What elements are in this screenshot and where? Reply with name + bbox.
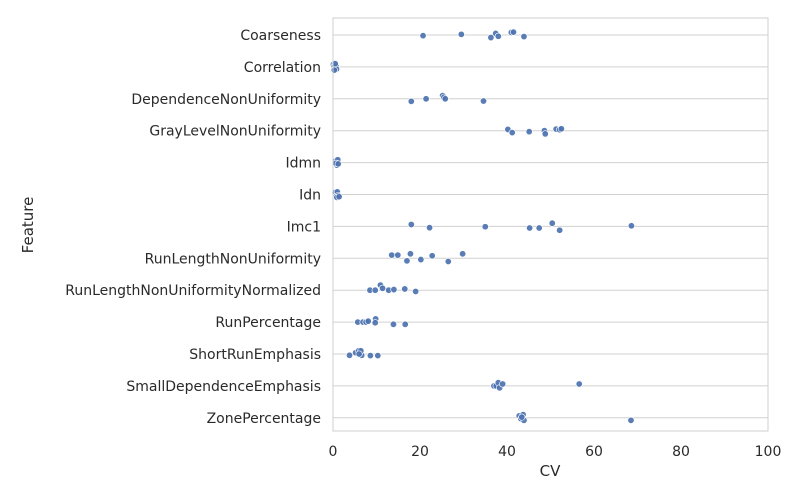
x-tick-labels: 0 20 40 60 80 100 bbox=[329, 444, 782, 460]
y-tick-label-run-percentage: RunPercentage bbox=[215, 315, 321, 331]
point-short-run-emphasis-7 bbox=[355, 350, 363, 358]
point-run-length-non-uniformity-normalized-7 bbox=[412, 287, 420, 295]
point-short-run-emphasis-6 bbox=[374, 352, 382, 360]
y-axis-title: Feature bbox=[19, 197, 37, 254]
point-run-percentage-5 bbox=[371, 319, 379, 327]
y-tick-label-run-length-non-uniformity: RunLengthNonUniformity bbox=[145, 251, 321, 267]
point-coarseness-2 bbox=[487, 34, 495, 42]
point-run-length-non-uniformity-3 bbox=[406, 250, 414, 258]
y-tick-label-correlation: Correlation bbox=[244, 60, 321, 76]
point-small-dependence-emphasis-4 bbox=[499, 380, 507, 388]
x-tick-label-100: 100 bbox=[755, 444, 782, 460]
point-run-length-non-uniformity-5 bbox=[428, 252, 436, 260]
point-zone-percentage-4 bbox=[518, 413, 526, 421]
point-gray-level-non-uniformity-4 bbox=[541, 130, 549, 138]
point-small-dependence-emphasis-5 bbox=[575, 380, 583, 388]
y-tick-label-zone-percentage: ZonePercentage bbox=[207, 411, 321, 427]
point-dependence-non-uniformity-5 bbox=[480, 97, 488, 105]
point-run-length-non-uniformity-6 bbox=[444, 257, 452, 265]
point-coarseness-6 bbox=[510, 28, 518, 36]
point-run-length-non-uniformity-2 bbox=[403, 257, 411, 265]
point-run-length-non-uniformity-0 bbox=[388, 251, 396, 259]
point-dependence-non-uniformity-4 bbox=[441, 95, 449, 103]
plot-frame bbox=[332, 17, 769, 432]
y-tick-label-short-run-emphasis: ShortRunEmphasis bbox=[189, 347, 321, 363]
point-run-length-non-uniformity-normalized-1 bbox=[371, 286, 379, 294]
y-tick-label-small-dependence-emphasis: SmallDependenceEmphasis bbox=[126, 379, 321, 395]
point-run-percentage-7 bbox=[401, 320, 409, 328]
point-short-run-emphasis-0 bbox=[346, 351, 354, 359]
y-tick-label-idn: Idn bbox=[299, 188, 321, 204]
y-tick-label-idmn: Idmn bbox=[285, 156, 321, 172]
x-tick-label-60: 60 bbox=[585, 444, 603, 460]
point-run-percentage-3 bbox=[364, 317, 372, 325]
point-imc1-0 bbox=[407, 220, 415, 228]
point-run-length-non-uniformity-1 bbox=[394, 251, 402, 259]
x-tick-label-80: 80 bbox=[672, 444, 690, 460]
point-idn-5 bbox=[335, 193, 343, 201]
point-coarseness-0 bbox=[419, 32, 427, 40]
point-gray-level-non-uniformity-7 bbox=[557, 125, 565, 133]
point-coarseness-7 bbox=[520, 33, 528, 41]
point-imc1-3 bbox=[526, 224, 534, 232]
grid bbox=[333, 34, 768, 419]
y-tick-label-coarseness: Coarseness bbox=[240, 28, 321, 44]
point-dependence-non-uniformity-0 bbox=[407, 97, 415, 105]
x-axis-title: CV bbox=[540, 462, 561, 480]
x-tick-label-0: 0 bbox=[329, 444, 338, 460]
point-imc1-1 bbox=[426, 224, 434, 232]
y-tick-label-run-length-non-uniformity-normalized: RunLengthNonUniformityNormalized bbox=[65, 283, 321, 299]
y-tick-labels: Coarseness Correlation DependenceNonUnifor… bbox=[65, 28, 321, 427]
point-run-percentage-6 bbox=[389, 320, 397, 328]
y-tick-label-gray-level-non-uniformity: GrayLevelNonUniformity bbox=[149, 124, 321, 140]
x-tick-label-40: 40 bbox=[498, 444, 516, 460]
point-imc1-5 bbox=[548, 219, 556, 227]
y-tick-label-dependence-non-uniformity: DependenceNonUniformity bbox=[131, 92, 321, 108]
x-tick-label-20: 20 bbox=[411, 444, 429, 460]
point-imc1-7 bbox=[627, 222, 635, 230]
point-gray-level-non-uniformity-1 bbox=[508, 129, 516, 137]
point-correlation-6 bbox=[330, 66, 338, 74]
point-coarseness-4 bbox=[494, 32, 502, 40]
point-coarseness-1 bbox=[457, 30, 465, 38]
point-imc1-2 bbox=[481, 223, 489, 231]
point-dependence-non-uniformity-1 bbox=[422, 95, 430, 103]
point-idmn-4 bbox=[334, 160, 342, 168]
point-gray-level-non-uniformity-2 bbox=[525, 128, 533, 136]
point-zone-percentage-5 bbox=[627, 416, 635, 424]
point-run-length-non-uniformity-normalized-3 bbox=[379, 284, 387, 292]
point-run-length-non-uniformity-4 bbox=[417, 256, 425, 264]
point-imc1-4 bbox=[535, 224, 543, 232]
data-points bbox=[329, 28, 635, 424]
point-imc1-6 bbox=[556, 226, 564, 234]
point-short-run-emphasis-5 bbox=[366, 352, 374, 360]
point-correlation-7 bbox=[331, 60, 339, 68]
y-tick-label-imc1: Imc1 bbox=[287, 219, 321, 235]
point-run-length-non-uniformity-7 bbox=[459, 250, 467, 258]
point-run-length-non-uniformity-normalized-6 bbox=[401, 285, 409, 293]
point-run-length-non-uniformity-normalized-5 bbox=[390, 286, 398, 294]
